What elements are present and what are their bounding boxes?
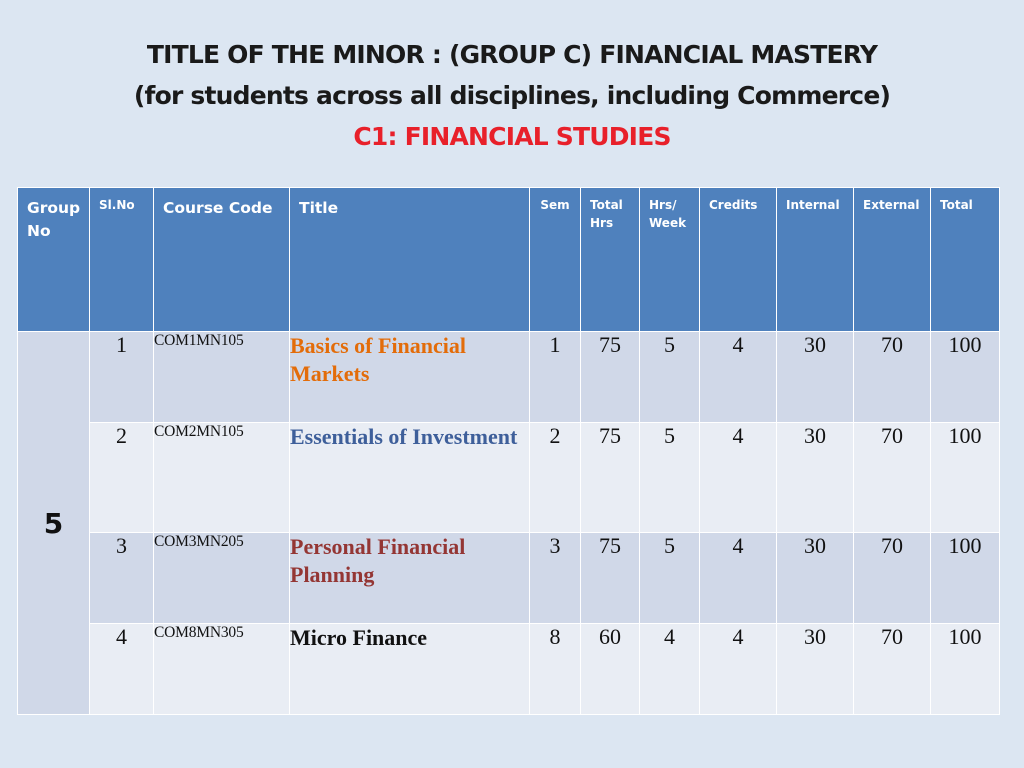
total-cell: 100 <box>930 331 1000 423</box>
header-hrs-week: Hrs/ Week <box>639 187 700 332</box>
total-hrs-cell: 75 <box>580 532 640 624</box>
course-title-cell: Essentials of Investment <box>289 422 530 533</box>
sem-cell: 2 <box>529 422 581 533</box>
credits-cell: 4 <box>699 532 777 624</box>
course-code-cell: COM8MN305 <box>153 623 290 715</box>
hrs-week-cell: 5 <box>639 532 700 624</box>
slide-title: TITLE OF THE MINOR : (GROUP C) FINANCIAL… <box>146 40 878 69</box>
course-title-cell: Micro Finance <box>289 623 530 715</box>
external-cell: 70 <box>853 422 931 533</box>
external-cell: 70 <box>853 532 931 624</box>
course-code-cell: COM3MN205 <box>153 532 290 624</box>
sl-no-cell: 1 <box>89 331 154 423</box>
credits-cell: 4 <box>699 331 777 423</box>
table-row: 4 COM8MN305 Micro Finance 8 60 4 4 30 70… <box>18 623 1000 715</box>
slide-title-block: TITLE OF THE MINOR : (GROUP C) FINANCIAL… <box>0 34 1024 157</box>
header-total: Total <box>930 187 1000 332</box>
total-hrs-cell: 75 <box>580 331 640 423</box>
course-code-cell: COM1MN105 <box>153 331 290 423</box>
table-row: 3 COM3MN205 Personal Financial Planning … <box>18 532 1000 624</box>
sl-no-cell: 2 <box>89 422 154 533</box>
internal-cell: 30 <box>776 331 854 423</box>
sem-cell: 3 <box>529 532 581 624</box>
header-course-code: Course Code <box>153 187 290 332</box>
internal-cell: 30 <box>776 422 854 533</box>
course-group-heading: C1: FINANCIAL STUDIES <box>353 122 671 151</box>
course-title-cell: Personal Financial Planning <box>289 532 530 624</box>
external-cell: 70 <box>853 623 931 715</box>
course-code-cell: COM2MN105 <box>153 422 290 533</box>
hrs-week-cell: 5 <box>639 331 700 423</box>
total-cell: 100 <box>930 422 1000 533</box>
credits-cell: 4 <box>699 623 777 715</box>
group-number-cell: 5 <box>17 331 90 715</box>
hrs-week-cell: 4 <box>639 623 700 715</box>
course-table: Group No Sl.No Course Code Title Sem Tot… <box>17 187 1000 715</box>
internal-cell: 30 <box>776 623 854 715</box>
sl-no-cell: 3 <box>89 532 154 624</box>
credits-cell: 4 <box>699 422 777 533</box>
header-total-hrs: Total Hrs <box>580 187 640 332</box>
total-hrs-cell: 60 <box>580 623 640 715</box>
total-hrs-cell: 75 <box>580 422 640 533</box>
header-sem: Sem <box>529 187 581 332</box>
header-internal: Internal <box>776 187 854 332</box>
header-external: External <box>853 187 931 332</box>
total-cell: 100 <box>930 623 1000 715</box>
external-cell: 70 <box>853 331 931 423</box>
slide-subtitle: (for students across all disciplines, in… <box>133 81 891 110</box>
sem-cell: 1 <box>529 331 581 423</box>
header-title: Title <box>289 187 530 332</box>
sem-cell: 8 <box>529 623 581 715</box>
total-cell: 100 <box>930 532 1000 624</box>
header-group-no: Group No <box>17 187 90 332</box>
header-credits: Credits <box>699 187 777 332</box>
table-row: 5 1 COM1MN105 Basics of Financial Market… <box>17 331 1000 715</box>
sl-no-cell: 4 <box>89 623 154 715</box>
table-header-row: Group No Sl.No Course Code Title Sem Tot… <box>17 187 1000 332</box>
internal-cell: 30 <box>776 532 854 624</box>
course-title-cell: Basics of Financial Markets <box>289 331 530 423</box>
header-sl-no: Sl.No <box>89 187 154 332</box>
table-row: 2 COM2MN105 Essentials of Investment 2 7… <box>18 422 1000 533</box>
hrs-week-cell: 5 <box>639 422 700 533</box>
